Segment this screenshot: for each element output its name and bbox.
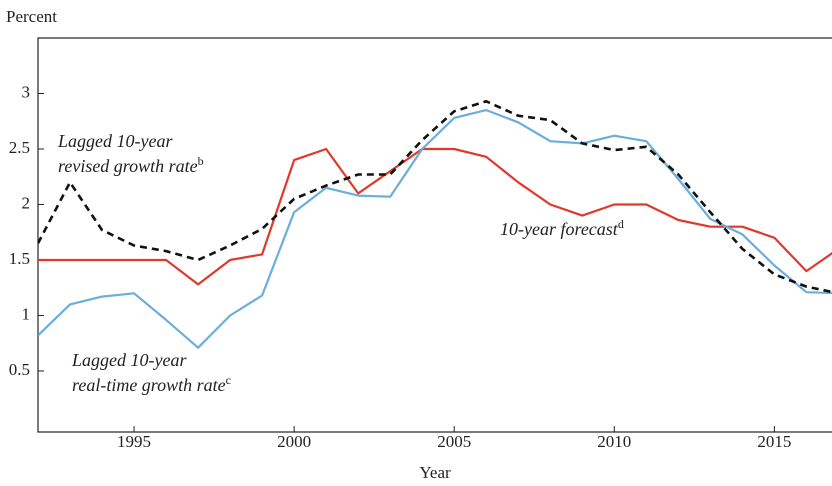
y-tick-label: 1.5: [9, 249, 30, 268]
y-axis-label: Percent: [6, 7, 57, 26]
series-line: [38, 100, 832, 294]
y-tick-label: 0.5: [9, 360, 30, 379]
annotation-text: Lagged 10-year: [71, 350, 187, 370]
annotation: Lagged 10-year: [57, 131, 173, 151]
y-tick-label: 2.5: [9, 138, 30, 157]
x-axis-label: Year: [419, 463, 451, 482]
series-line: [38, 147, 832, 286]
annotation-text: revised growth rate: [58, 156, 198, 176]
y-tick-label: 1: [22, 304, 31, 323]
x-tick-label: 2000: [277, 432, 311, 451]
annotation-superscript: b: [198, 154, 204, 168]
y-tick-label: 3: [22, 82, 31, 101]
annotation-text: 10-year forecast: [500, 219, 619, 239]
annotation-superscript: c: [226, 373, 231, 387]
y-tick-label: 2: [22, 193, 31, 212]
x-tick-label: 2010: [597, 432, 631, 451]
annotation-superscript: d: [618, 217, 624, 231]
annotation: revised growth rateb: [58, 154, 204, 176]
series-line: [38, 109, 832, 349]
x-tick-label: 2005: [437, 432, 471, 451]
x-tick-label: 1995: [117, 432, 151, 451]
x-tick-label: 2015: [757, 432, 791, 451]
plot-area: [38, 100, 832, 349]
annotation: 10-year forecastd: [500, 217, 624, 239]
annotation: Lagged 10-year: [71, 350, 187, 370]
annotation: real-time growth ratec: [72, 373, 231, 395]
plot-frame: [37, 37, 832, 433]
annotation-text: real-time growth rate: [72, 375, 226, 395]
annotation-text: Lagged 10-year: [57, 131, 173, 151]
